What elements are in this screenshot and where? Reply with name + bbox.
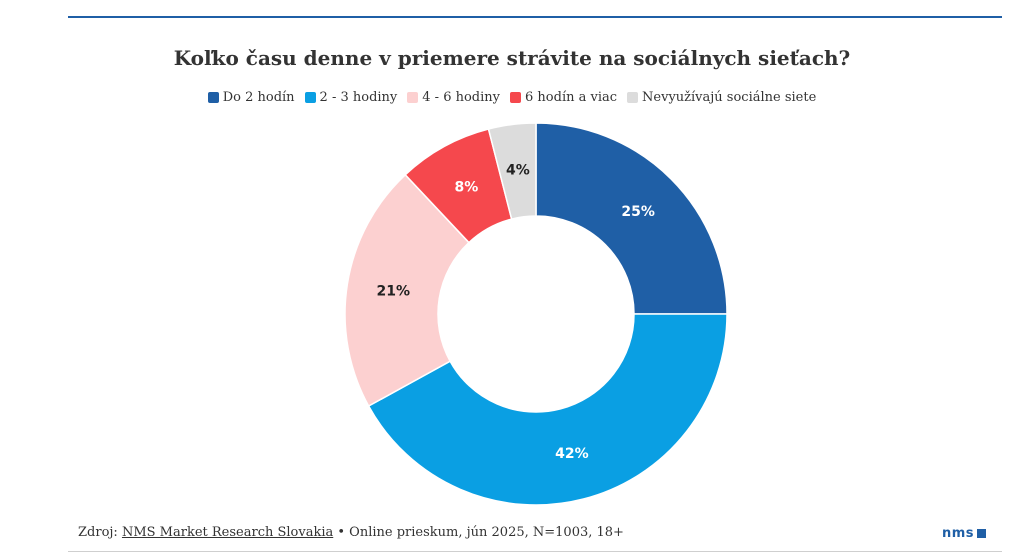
legend-label: Do 2 hodín <box>222 90 295 105</box>
top-divider <box>68 16 1002 18</box>
donut-labels: 25% 42% 21% 8% 4% <box>377 163 655 462</box>
donut-slice[interactable] <box>487 122 537 220</box>
chart-title: Koľko času denne v priemere strávite na … <box>173 46 851 70</box>
donut-slices <box>344 122 728 506</box>
data-label: 21% <box>377 283 411 299</box>
legend-item[interactable]: 4 - 6 hodiny <box>407 90 500 105</box>
legend-item[interactable]: Do 2 hodín <box>207 90 295 105</box>
donut-slice[interactable] <box>535 122 728 315</box>
data-label: 4% <box>506 163 530 179</box>
legend-swatch <box>510 92 522 103</box>
legend-item[interactable]: 2 - 3 hodiny <box>304 90 398 105</box>
legend-label: 4 - 6 hodiny <box>422 90 501 105</box>
legend-label: Nevyužívajú sociálne siete <box>642 90 817 105</box>
legend-item[interactable]: 6 hodín a viac <box>510 90 617 105</box>
source-note: Zdroj: NMS Market Research Slovakia • On… <box>78 525 624 540</box>
source-suffix: • Online prieskum, jún 2025, N=1003, 18+ <box>333 525 624 540</box>
legend-swatch <box>207 92 219 103</box>
legend-label: 6 hodín a viac <box>525 90 618 105</box>
data-label: 25% <box>621 204 655 220</box>
data-label: 42% <box>555 446 589 462</box>
logo-square-icon <box>977 529 987 538</box>
legend-swatch <box>407 92 419 103</box>
donut-slice[interactable] <box>367 313 728 506</box>
chart-legend: Do 2 hodín 2 - 3 hodiny 4 - 6 hodiny 6 hodí… <box>0 90 1024 105</box>
legend-item[interactable]: Nevyužívajú sociálne siete <box>627 90 816 105</box>
source-link[interactable]: NMS Market Research Slovakia <box>121 525 334 540</box>
bottom-divider <box>68 551 1002 552</box>
logo-text: nms <box>942 526 975 541</box>
legend-swatch <box>627 92 639 103</box>
data-label: 8% <box>454 179 478 195</box>
legend-label: 2 - 3 hodiny <box>319 90 398 105</box>
nms-logo: nms <box>942 526 987 541</box>
legend-swatch <box>304 92 316 103</box>
source-prefix: Zdroj: <box>78 525 122 540</box>
donut-slice[interactable] <box>344 173 470 408</box>
